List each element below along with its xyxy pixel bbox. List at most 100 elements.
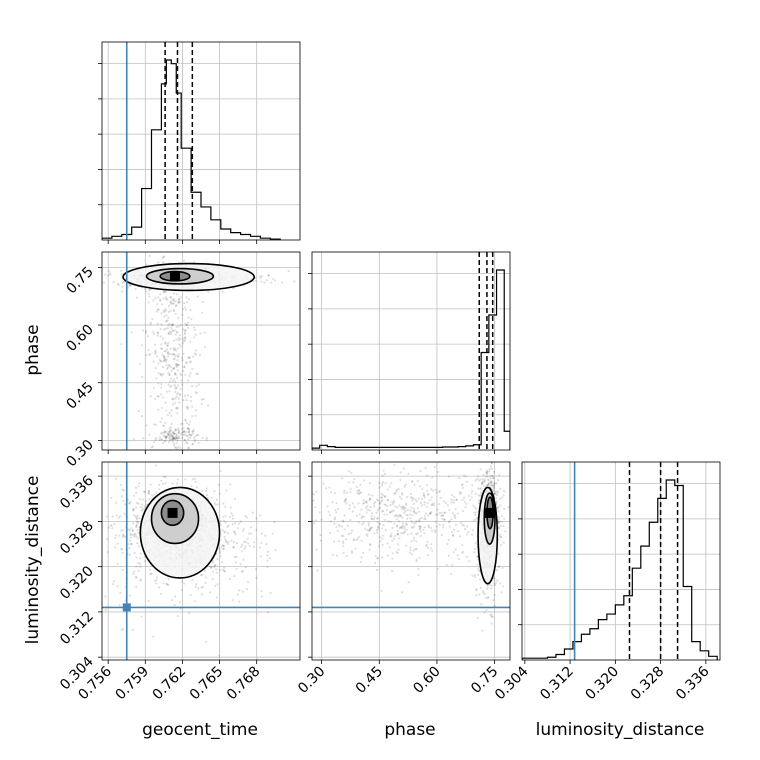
- scatter-point: [489, 475, 492, 478]
- scatter-point: [452, 499, 455, 502]
- scatter-point: [490, 481, 493, 485]
- scatter-point: [157, 395, 160, 398]
- scatter-point: [401, 516, 404, 519]
- scatter-point: [487, 483, 490, 486]
- scatter-point: [173, 437, 176, 440]
- scatter-point: [464, 500, 467, 503]
- scatter-point: [450, 573, 453, 576]
- scatter-point: [496, 490, 499, 493]
- scatter-point: [162, 354, 165, 358]
- scatter-point: [319, 539, 322, 542]
- scatter-point: [120, 290, 124, 293]
- scatter-point: [397, 515, 400, 518]
- scatter-point: [413, 507, 416, 510]
- scatter-point: [136, 529, 139, 532]
- scatter-point: [483, 480, 486, 483]
- scatter-point: [348, 470, 351, 473]
- scatter-point: [143, 490, 146, 493]
- scatter-point: [201, 300, 204, 304]
- scatter-point: [194, 585, 197, 588]
- scatter-point: [382, 524, 385, 527]
- scatter-point: [476, 477, 479, 481]
- scatter-point: [132, 522, 135, 525]
- scatter-point: [397, 533, 400, 536]
- scatter-point: [187, 430, 190, 434]
- scatter-point: [368, 493, 371, 496]
- scatter-point: [121, 568, 124, 571]
- scatter-point: [194, 480, 197, 483]
- scatter-point: [238, 600, 241, 603]
- scatter-point: [214, 563, 217, 567]
- density-peak: [170, 271, 181, 282]
- scatter-point: [180, 374, 183, 377]
- scatter-point: [430, 503, 433, 507]
- scatter-point: [163, 328, 166, 331]
- scatter-point: [492, 470, 496, 474]
- scatter-point: [177, 325, 180, 328]
- scatter-point: [476, 563, 479, 566]
- scatter-point: [214, 503, 218, 506]
- scatter-point: [289, 517, 291, 519]
- scatter-point: [165, 363, 168, 367]
- scatter-point: [149, 321, 152, 324]
- scatter-point: [168, 364, 171, 367]
- scatter-point: [198, 353, 201, 357]
- scatter-point: [162, 241, 164, 243]
- scatter-point: [430, 529, 434, 533]
- scatter-point: [420, 516, 423, 520]
- scatter-point: [345, 554, 348, 558]
- scatter-point: [225, 541, 228, 544]
- scatter-point: [166, 432, 169, 435]
- scatter-point: [187, 316, 190, 319]
- scatter-point: [167, 364, 171, 367]
- scatter-point: [381, 556, 384, 559]
- scatter-point: [200, 398, 203, 401]
- scatter-point: [135, 565, 138, 568]
- scatter-point: [116, 542, 119, 545]
- scatter-point: [138, 557, 142, 560]
- scatter-point: [195, 409, 198, 412]
- scatter-point: [349, 518, 352, 522]
- scatter-point: [419, 527, 422, 530]
- scatter-point: [174, 333, 178, 336]
- scatter-point: [342, 551, 345, 555]
- scatter-point: [345, 491, 348, 494]
- scatter-point: [186, 441, 189, 445]
- scatter-point: [155, 576, 158, 579]
- scatter-point: [378, 536, 382, 539]
- scatter-point: [361, 523, 364, 526]
- scatter-point: [434, 529, 437, 532]
- scatter-point: [497, 521, 500, 524]
- scatter-point: [184, 306, 187, 309]
- scatter-point: [488, 470, 491, 473]
- scatter-point: [179, 393, 182, 396]
- scatter-point: [410, 499, 414, 502]
- scatter-point: [348, 504, 351, 507]
- scatter-point: [186, 326, 190, 330]
- scatter-point: [161, 482, 164, 485]
- scatter-point: [244, 515, 247, 518]
- scatter-point: [174, 397, 177, 400]
- scatter-point: [164, 358, 167, 361]
- scatter-point: [153, 493, 156, 496]
- scatter-point: [166, 434, 169, 437]
- scatter-point: [380, 527, 384, 530]
- scatter-point: [174, 363, 178, 366]
- scatter-point: [173, 444, 176, 447]
- scatter-point: [489, 587, 493, 590]
- scatter-point: [180, 588, 184, 592]
- scatter-point: [175, 330, 178, 333]
- scatter-point: [270, 281, 273, 284]
- scatter-point: [168, 373, 171, 376]
- scatter-point: [395, 525, 398, 528]
- scatter-point: [428, 512, 432, 515]
- scatter-point: [431, 503, 434, 506]
- scatter-point: [120, 273, 123, 276]
- scatter-point: [381, 534, 384, 537]
- scatter-point: [479, 487, 482, 490]
- scatter-point: [173, 348, 176, 352]
- scatter-point: [412, 549, 415, 552]
- scatter-point: [490, 462, 493, 465]
- scatter-point: [169, 302, 173, 305]
- scatter-point: [388, 511, 391, 514]
